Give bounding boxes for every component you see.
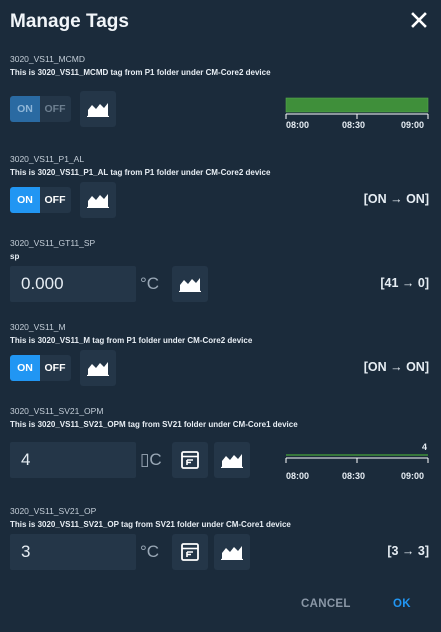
trend-chart-icon[interactable] (80, 182, 116, 218)
trend-chart-icon[interactable] (80, 91, 116, 127)
toggle-on[interactable]: ON (10, 96, 40, 122)
tag-description: This is 3020_VS11_MCMD tag from P1 folde… (10, 67, 431, 79)
tag-name: 3020_VS11_MCMD (10, 54, 431, 65)
value-input[interactable]: 0.000 (10, 266, 136, 302)
on-off-toggle[interactable]: ON OFF (10, 355, 71, 381)
toggle-off[interactable]: OFF (40, 355, 70, 381)
tag-description: This is 3020_VS11_SV21_OPM tag from SV21… (10, 419, 431, 431)
trend-chart-icon[interactable] (214, 534, 250, 570)
trend-chart-icon[interactable] (214, 442, 250, 478)
toggle-on[interactable]: ON (10, 187, 40, 213)
value-transition: [ON → ON] (364, 192, 429, 206)
tag-item: 3020_VS11_MCMD This is 3020_VS11_MCMD ta… (10, 54, 431, 134)
unit-label: ▯C (140, 442, 162, 478)
value-input[interactable]: 3 (10, 534, 136, 570)
tag-controls: 3 °C [3 → 3] (10, 534, 431, 570)
tag-controls: ON OFF [ON → ON] (10, 182, 431, 218)
trend-tick-label: 08:30 (342, 471, 365, 481)
tag-name: 3020_VS11_P1_AL (10, 154, 431, 165)
trend-sparkline (285, 442, 429, 474)
toggle-on[interactable]: ON (10, 355, 40, 381)
tag-controls: ON OFF 08:00 08:30 09:00 (10, 91, 431, 127)
tag-name: 3020_VS11_GT11_SP (10, 238, 431, 249)
tag-name: 3020_VS11_SV21_OP (10, 506, 431, 517)
tag-controls: 0.000 °C [41 → 0] (10, 266, 431, 302)
tag-item: 3020_VS11_M This is 3020_VS11_M tag from… (10, 322, 431, 388)
tag-controls: ON OFF [ON → ON] (10, 350, 431, 386)
value-input[interactable]: 4 (10, 442, 136, 478)
on-off-toggle[interactable]: ON OFF (10, 187, 71, 213)
faceplate-icon[interactable] (172, 534, 208, 570)
tag-controls: 4 ▯C 4 08:00 08:30 09:00 (10, 442, 431, 478)
toggle-off[interactable]: OFF (40, 187, 70, 213)
tag-description: This is 3020_VS11_M tag from P1 folder u… (10, 335, 431, 347)
trend-chart-icon[interactable] (172, 266, 208, 302)
trend-bar (286, 98, 428, 112)
tag-item: 3020_VS11_SV21_OP This is 3020_VS11_SV21… (10, 506, 431, 572)
trend-chart-icon[interactable] (80, 350, 116, 386)
trend-tick-label: 09:00 (401, 120, 424, 130)
trend-last-value: 4 (422, 442, 427, 452)
faceplate-icon[interactable] (172, 442, 208, 478)
tag-description: This is 3020_VS11_P1_AL tag from P1 fold… (10, 167, 431, 179)
unit-label: °C (140, 534, 159, 570)
tag-item: 3020_VS11_SV21_OPM This is 3020_VS11_SV2… (10, 406, 431, 486)
value-transition: [ON → ON] (364, 360, 429, 374)
trend-tick-label: 08:30 (342, 120, 365, 130)
unit-label: °C (140, 266, 159, 302)
tag-description: This is 3020_VS11_SV21_OP tag from SV21 … (10, 519, 431, 531)
on-off-toggle[interactable]: ON OFF (10, 96, 71, 122)
trend-tick-label: 08:00 (286, 471, 309, 481)
tag-item: 3020_VS11_P1_AL This is 3020_VS11_P1_AL … (10, 154, 431, 220)
value-transition: [3 → 3] (387, 544, 429, 558)
close-icon[interactable] (411, 12, 429, 30)
dialog-footer: CANCEL OK (0, 598, 441, 618)
cancel-button[interactable]: CANCEL (301, 598, 351, 610)
ok-button[interactable]: OK (393, 598, 411, 610)
tag-description: sp (10, 251, 431, 263)
dialog-header: Manage Tags (10, 10, 431, 36)
tag-item: 3020_VS11_GT11_SP sp 0.000 °C [41 → 0] (10, 238, 431, 304)
toggle-off[interactable]: OFF (40, 96, 70, 122)
trend-tick-label: 08:00 (286, 120, 309, 130)
tag-name: 3020_VS11_M (10, 322, 431, 333)
tag-name: 3020_VS11_SV21_OPM (10, 406, 431, 417)
trend-tick-label: 09:00 (401, 471, 424, 481)
value-transition: [41 → 0] (380, 276, 429, 290)
dialog-title: Manage Tags (10, 10, 431, 34)
